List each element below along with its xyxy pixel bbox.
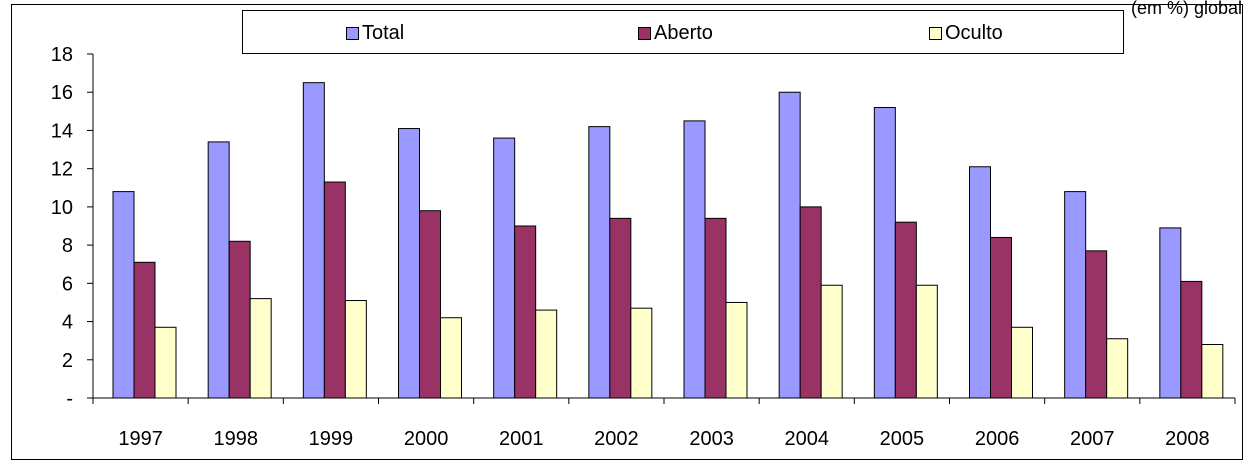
bar-total (207, 141, 230, 399)
y-tick-label: - (66, 388, 73, 410)
bar-aberto (228, 240, 251, 399)
x-tick-label: 2003 (689, 428, 734, 450)
bar-total (969, 166, 991, 399)
bar-total (398, 128, 420, 399)
bar-aberto (704, 217, 727, 399)
y-tick-label: 8 (62, 235, 73, 257)
x-tick-label: 2006 (975, 428, 1020, 450)
bar-total (1159, 227, 1182, 399)
legend-item-total: Total (346, 11, 404, 55)
bar-total (683, 120, 706, 399)
bar-oculto (630, 307, 653, 399)
bar-total (1064, 191, 1087, 399)
bar-oculto (915, 284, 938, 399)
x-tick-label: 1997 (118, 428, 163, 450)
bar-total (588, 126, 611, 399)
bar-oculto (1011, 326, 1033, 399)
x-tick-label: 2002 (594, 428, 639, 450)
bar-aberto (514, 225, 537, 399)
legend-swatch-total (346, 26, 359, 40)
bar-oculto (1201, 343, 1224, 399)
bar-aberto (1180, 280, 1203, 399)
y-tick-label: 4 (62, 312, 73, 334)
bar-aberto (990, 236, 1012, 399)
legend-swatch-oculto (929, 26, 942, 40)
bar-aberto (323, 181, 346, 399)
bar-aberto (419, 210, 441, 399)
x-tick-label: 1998 (214, 428, 259, 450)
bar-aberto (894, 221, 917, 399)
bar-oculto (820, 284, 843, 399)
bar-oculto (154, 326, 177, 399)
bar-aberto (799, 206, 822, 399)
x-tick-label: 2005 (880, 428, 925, 450)
y-tick-label: 14 (51, 120, 73, 142)
x-tick-label: 1999 (309, 428, 354, 450)
corner-text: (em %) global (1130, 0, 1242, 18)
bar-oculto (1106, 338, 1129, 399)
legend-item-aberto: Aberto (638, 11, 713, 55)
legend-item-oculto: Oculto (929, 11, 1003, 55)
legend: Total Aberto Oculto (242, 10, 1124, 54)
y-tick-label: 16 (51, 82, 73, 104)
bar-total (302, 82, 325, 399)
x-tick-label: 2007 (1070, 428, 1115, 450)
x-tick-label: 2004 (785, 428, 830, 450)
y-tick-label: 12 (51, 159, 73, 181)
bar-oculto (249, 298, 272, 399)
legend-label-total: Total (362, 21, 405, 44)
y-tick-label: 10 (51, 197, 73, 219)
legend-label-aberto: Aberto (654, 21, 713, 44)
x-tick-label: 2001 (499, 428, 544, 450)
y-tick-label: 6 (62, 273, 73, 295)
x-tick-label: 2000 (404, 428, 449, 450)
bar-oculto (725, 301, 748, 399)
legend-label-oculto: Oculto (945, 21, 1003, 44)
bar-aberto (609, 217, 632, 399)
bar-oculto (344, 300, 367, 399)
y-tick-label: 18 (51, 44, 73, 66)
bar-total (778, 91, 801, 399)
bar-oculto (535, 309, 558, 399)
bar-total (493, 137, 516, 399)
bar-total (873, 107, 896, 399)
bar-aberto (1085, 250, 1108, 399)
bar-total (112, 191, 135, 399)
x-tick-label: 2008 (1165, 428, 1210, 450)
legend-swatch-aberto (638, 26, 651, 40)
bar-aberto (133, 261, 156, 399)
y-tick-label: 2 (62, 350, 73, 372)
bar-oculto (440, 317, 462, 399)
